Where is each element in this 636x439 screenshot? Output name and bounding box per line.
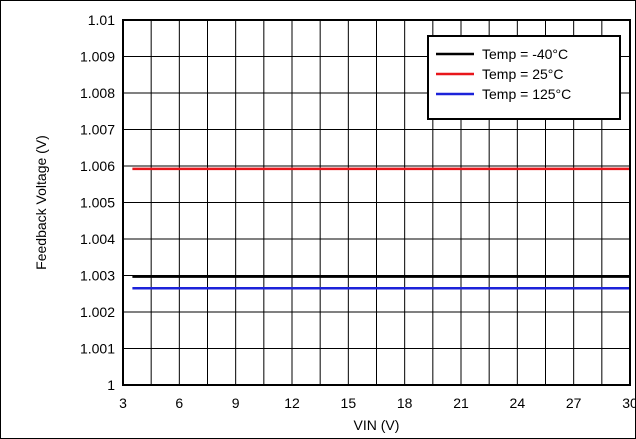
x-tick-label: 12	[284, 395, 300, 411]
legend-label: Temp = 125°C	[482, 86, 571, 102]
y-tick-label: 1.01	[88, 12, 115, 28]
y-axis-label: Feedback Voltage (V)	[33, 135, 49, 270]
legend-label: Temp = -40°C	[482, 46, 568, 62]
y-tick-label: 1.009	[80, 49, 115, 65]
x-tick-label: 21	[453, 395, 469, 411]
y-tick-label: 1.004	[80, 231, 115, 247]
y-tick-label: 1.008	[80, 85, 115, 101]
x-tick-label: 6	[175, 395, 183, 411]
legend-box	[427, 35, 621, 120]
x-tick-label: 24	[510, 395, 526, 411]
x-tick-label: 18	[397, 395, 413, 411]
x-tick-label: 30	[622, 395, 636, 411]
x-tick-label: 15	[341, 395, 357, 411]
x-tick-labels: 3 6 9 12 15 18 21 24 27 30	[119, 395, 636, 411]
y-tick-label: 1.005	[80, 195, 115, 211]
x-tick-label: 3	[119, 395, 127, 411]
y-tick-label: 1.003	[80, 268, 115, 284]
legend-label: Temp = 25°C	[482, 66, 563, 82]
grid	[123, 20, 630, 385]
y-tick-label: 1.007	[80, 122, 115, 138]
y-tick-label: 1	[107, 377, 115, 393]
y-tick-labels: 1 1.001 1.002 1.003 1.004 1.005 1.006 1.007 1.00…	[80, 12, 115, 393]
y-tick-label: 1.006	[80, 158, 115, 174]
y-tick-label: 1.001	[80, 341, 115, 357]
x-tick-label: 27	[566, 395, 582, 411]
series-lines	[132, 167, 630, 290]
plot-area-frame	[122, 19, 631, 386]
x-axis-label: VIN (V)	[354, 417, 400, 433]
legend: Temp = -40°C Temp = 25°C Temp = 125°C	[427, 35, 621, 120]
y-tick-label: 1.002	[80, 304, 115, 320]
x-tick-label: 9	[232, 395, 240, 411]
